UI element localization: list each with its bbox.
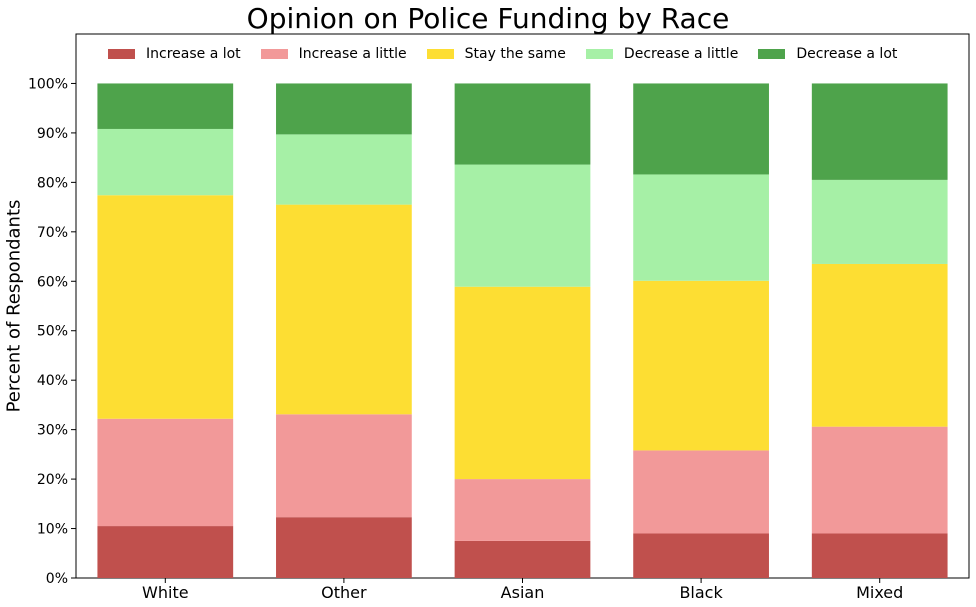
bar-white-series-1 <box>97 418 234 527</box>
bar-white-series-0 <box>97 526 234 578</box>
y-tick-label: 80% <box>37 175 68 191</box>
y-tick-label: 40% <box>37 373 68 389</box>
bar-other-series-3 <box>276 134 412 205</box>
legend-item: Increase a little <box>260 44 407 64</box>
chart-title: Opinion on Police Funding by Race <box>246 2 730 35</box>
y-tick-label: 10% <box>37 522 68 538</box>
y-tick-label: 60% <box>37 274 68 290</box>
bars-group <box>97 83 948 578</box>
bar-black-series-1 <box>633 450 769 534</box>
y-ticks-group: 0% 10% 20% 30% 40% 50% 60% 70% 80% 90% 100% <box>28 76 76 587</box>
bar-other-series-0 <box>276 517 412 578</box>
legend-item: Increase a lot <box>108 44 241 64</box>
y-tick-label: 70% <box>37 225 68 241</box>
legend-label: Increase a little <box>298 46 407 62</box>
legend-item: Decrease a lot <box>758 44 897 64</box>
bar-black-series-4 <box>633 83 769 175</box>
y-tick-label: 90% <box>37 126 68 142</box>
y-tick-label: 20% <box>37 472 68 488</box>
x-tick-label: Other <box>321 583 367 602</box>
bar-asian-series-3 <box>454 164 591 287</box>
bar-mixed-series-2 <box>811 263 948 427</box>
legend-swatch <box>108 49 135 59</box>
legend-swatch <box>260 49 288 59</box>
legend-label: Decrease a lot <box>796 46 898 62</box>
y-tick-label: 100% <box>28 76 68 92</box>
legend-label: Stay the same <box>464 46 566 62</box>
bar-black-series-2 <box>633 280 769 451</box>
legend-label: Decrease a little <box>623 46 739 62</box>
legend-item: Decrease a little <box>585 44 739 64</box>
bar-black-series-3 <box>633 174 769 281</box>
x-tick-label: White <box>142 583 189 602</box>
bar-asian-series-4 <box>454 83 591 165</box>
bar-asian-series-1 <box>454 479 591 541</box>
bar-asian-series-2 <box>454 286 591 480</box>
bar-white-series-3 <box>97 128 234 196</box>
bar-mixed-series-0 <box>811 533 948 578</box>
y-tick-label: 30% <box>37 423 68 439</box>
y-tick-label: 0% <box>46 571 68 587</box>
bar-mixed-series-1 <box>811 426 948 534</box>
bar-asian-series-0 <box>454 540 591 578</box>
legend-swatch <box>585 49 613 59</box>
bar-white-series-2 <box>97 195 234 419</box>
legend: Increase a lot Increase a little Stay the … <box>108 44 917 64</box>
x-tick-label: Black <box>679 583 723 602</box>
x-tick-label: Asian <box>501 583 545 602</box>
bar-other-series-1 <box>276 414 412 518</box>
bar-other-series-4 <box>276 83 412 135</box>
x-ticks-group: White Other Asian Black Mixed <box>142 578 903 602</box>
legend-swatch <box>426 49 454 59</box>
legend-swatch <box>758 49 786 59</box>
legend-item: Stay the same <box>426 44 566 64</box>
bar-mixed-series-3 <box>811 179 948 264</box>
y-tick-label: 50% <box>37 324 68 340</box>
bar-white-series-4 <box>97 83 234 129</box>
legend-label: Increase a lot <box>146 46 241 62</box>
bar-other-series-2 <box>276 204 412 415</box>
bar-black-series-0 <box>633 533 769 578</box>
x-tick-label: Mixed <box>856 583 903 602</box>
bar-mixed-series-4 <box>811 83 948 180</box>
